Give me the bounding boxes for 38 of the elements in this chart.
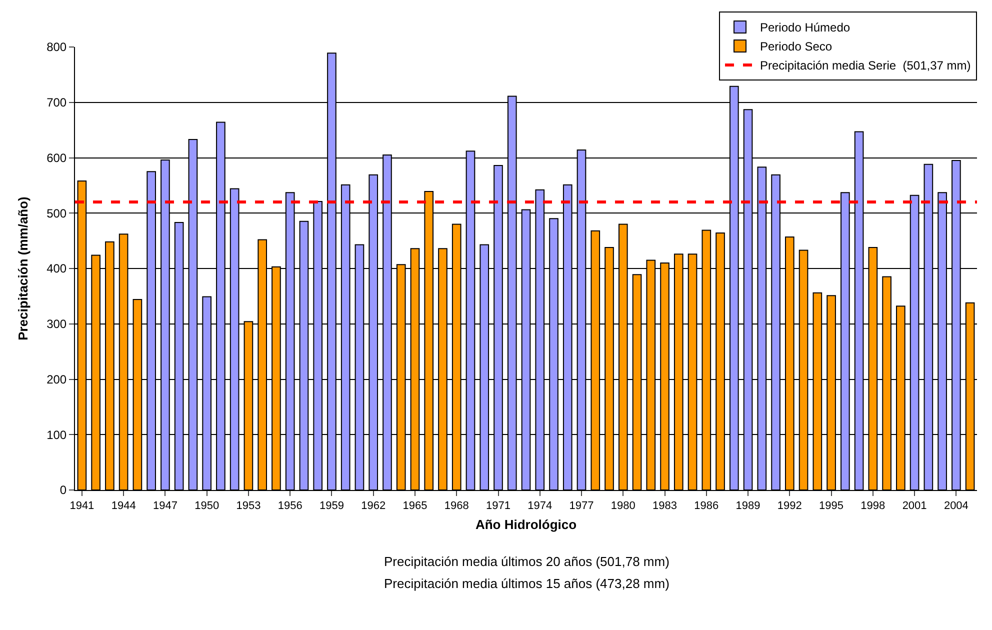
x-tick-label: 1947 (152, 500, 178, 512)
y-tick-label: 800 (46, 40, 67, 54)
y-tick-label: 600 (46, 150, 67, 165)
x-tick-label: 1983 (652, 500, 678, 512)
y-tick-label: 400 (46, 262, 67, 276)
x-tick-label: 1998 (860, 500, 886, 512)
x-tick-label: 1950 (194, 500, 220, 512)
x-tick-label: 1971 (486, 500, 510, 512)
x-tick-label: 1941 (70, 500, 94, 512)
legend-label: Periodo Húmedo (760, 20, 850, 35)
y-tick-label: 0 (60, 483, 67, 498)
y-axis-title: Precipitación (mm/año) (16, 196, 31, 340)
x-tick-label: 1962 (361, 500, 386, 512)
y-tick-label: 100 (46, 428, 67, 442)
y-tick-label: 200 (46, 372, 67, 386)
legend-label: Periodo Seco (760, 40, 832, 54)
x-tick-label: 1980 (610, 500, 636, 512)
x-tick-label: 2001 (902, 500, 927, 512)
text: Precipitación media últimos 15 años (473,28 mm) (384, 576, 670, 591)
legend-label: Precipitación media Serie (501,37 mm) (760, 58, 971, 73)
x-tick-label: 1974 (528, 500, 552, 512)
x-tick-label: 1953 (236, 500, 261, 512)
x-axis-title: Año Hidrológico (475, 516, 577, 532)
x-tick-label: 1968 (444, 500, 469, 512)
x-tick-label: 1944 (111, 500, 136, 512)
x-tick-label: 2004 (944, 500, 968, 512)
x-tick-label: 1956 (278, 500, 302, 512)
x-tick-label: 1989 (736, 500, 760, 512)
x-tick-label: 1992 (777, 500, 802, 512)
x-tick-label: 1965 (402, 500, 428, 512)
x-tick-label: 1986 (694, 500, 719, 512)
y-tick-label: 300 (46, 317, 67, 332)
text: Precipitación media últimos 20 años (501,78 mm) (384, 554, 670, 569)
x-tick-label: 1995 (819, 500, 844, 512)
x-tick-label: 1959 (319, 500, 344, 512)
y-tick-label: 500 (46, 206, 67, 220)
x-tick-label: 1977 (569, 500, 594, 512)
y-tick-label: 700 (46, 96, 67, 110)
